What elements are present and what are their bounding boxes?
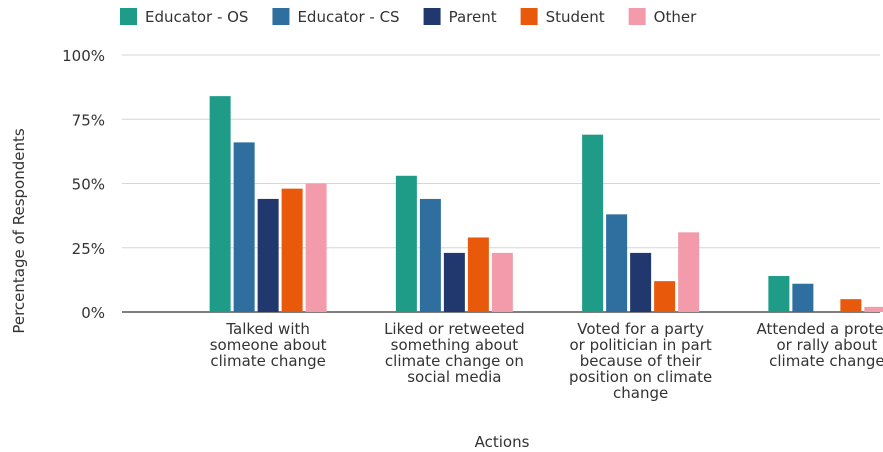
x-tick-label: Talked with someone about climate change (210, 320, 327, 370)
y-axis-ticks: 0% 25% 50% 75% 100% (62, 47, 105, 322)
legend-label: Parent (449, 8, 497, 26)
bar (257, 198, 279, 312)
legend-item: Educator - OS (120, 8, 248, 26)
x-tick-label: Voted for a party or politician in part be… (569, 320, 712, 402)
bar (233, 142, 255, 312)
legend-item: Parent (423, 8, 497, 26)
x-tick-label: Attended a protestor rally aboutclimate … (756, 320, 883, 370)
legend-item: Educator - CS (272, 8, 400, 26)
legend-swatch (120, 8, 137, 25)
y-axis-label: Percentage of Respondents (10, 128, 28, 334)
bar (395, 175, 417, 312)
bar (419, 198, 441, 312)
bar (840, 299, 862, 312)
y-tick-label: 25% (72, 240, 105, 258)
bar (443, 252, 465, 312)
chart-legend: Educator - OS Educator - CS Parent Student O… (120, 8, 697, 26)
bar (582, 134, 604, 312)
y-tick-label: 50% (72, 176, 105, 194)
legend-label: Educator - OS (145, 8, 248, 26)
bar (678, 232, 700, 312)
y-tick-label: 75% (72, 111, 105, 129)
bar (792, 283, 814, 312)
legend-swatch (423, 8, 441, 25)
legend-swatch (628, 8, 646, 25)
bar (491, 252, 513, 312)
bar (768, 276, 790, 312)
chart-bars (209, 96, 883, 313)
legend-swatch (272, 8, 290, 25)
x-axis-ticks: Talked with someone about climate change Li… (210, 320, 883, 402)
bar (654, 281, 676, 312)
legend-label: Student (546, 8, 605, 26)
bar (467, 237, 489, 312)
bar (864, 306, 883, 312)
bar (630, 252, 652, 312)
legend-label: Other (654, 8, 697, 26)
x-axis-label: Actions (475, 433, 530, 451)
bar (209, 96, 231, 313)
bar (281, 188, 303, 312)
bar (305, 183, 327, 312)
legend-item: Student (520, 8, 605, 26)
legend-swatch (520, 8, 538, 25)
y-tick-label: 100% (62, 47, 105, 65)
bar (606, 214, 628, 312)
y-tick-label: 0% (81, 304, 105, 322)
legend-item: Other (628, 8, 697, 26)
legend-label: Educator - CS (297, 8, 399, 26)
x-tick-label: Liked or retweeted something about climate… (384, 320, 525, 386)
